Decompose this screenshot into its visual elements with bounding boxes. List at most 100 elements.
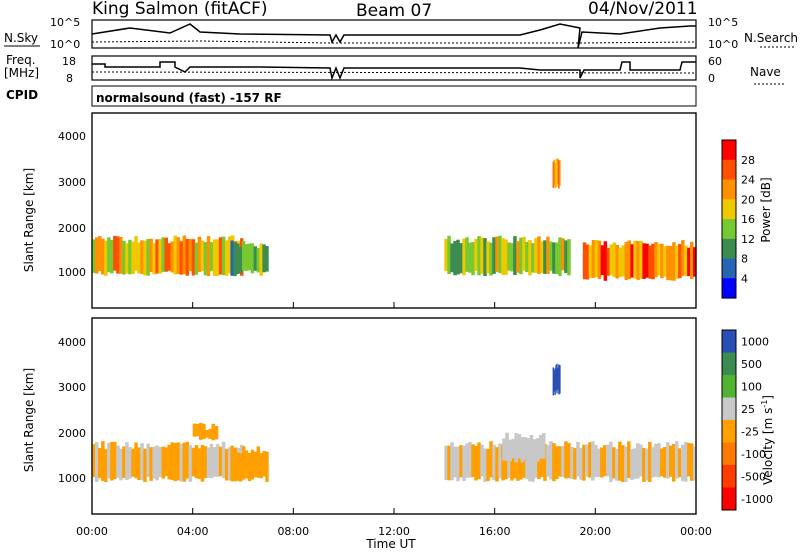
heatmap-cell — [684, 245, 688, 277]
heatmap-cell — [128, 239, 132, 275]
colorbar-tick: 8 — [741, 253, 748, 266]
nsky-label: N.Sky — [4, 31, 38, 45]
heatmap-cell — [513, 236, 517, 275]
heatmap-cell — [669, 445, 673, 477]
heatmap-cell — [648, 245, 652, 279]
heatmap-cell — [262, 244, 266, 273]
heatmap-cell — [693, 247, 697, 277]
heatmap-cell — [538, 434, 543, 459]
heatmap-cell — [453, 240, 457, 276]
heatmap-cell — [206, 236, 211, 277]
power-colorbar-label: Power [dB] — [759, 177, 773, 242]
heatmap-cell — [459, 445, 463, 478]
heatmap-cell — [227, 447, 232, 481]
heatmap-cell — [224, 448, 229, 481]
heatmap-cell — [681, 444, 685, 482]
heatmap-cell — [214, 426, 219, 440]
heatmap-cell — [609, 244, 614, 276]
velocity-colorbar-label: Velocity [m s-1] — [760, 395, 775, 485]
heatmap-cell — [215, 239, 220, 276]
nave-line — [91, 71, 697, 74]
freq-right-tick-bottom: 0 — [708, 72, 715, 85]
heatmap-cell — [558, 237, 562, 276]
colorbar-swatch — [722, 397, 736, 421]
heatmap-cell — [654, 242, 658, 278]
heatmap-cell — [507, 445, 511, 478]
heatmap-cell — [558, 446, 562, 477]
heatmap-cell — [489, 441, 493, 478]
colorbar-tick: 16 — [741, 213, 755, 226]
heatmap-cell — [594, 444, 598, 478]
heatmap-cell — [621, 245, 625, 277]
heatmap-cell — [447, 445, 451, 481]
heatmap-cell — [256, 247, 260, 273]
heatmap-cell — [531, 446, 535, 482]
heatmap-cell — [465, 443, 469, 478]
heatmap-cell — [194, 242, 199, 275]
heatmap-cell — [495, 236, 499, 272]
beam-title: Beam 07 — [356, 1, 432, 21]
heatmap-cell — [552, 161, 554, 188]
heatmap-cell — [164, 237, 168, 272]
heatmap-cell — [98, 236, 102, 271]
heatmap-cell — [158, 447, 162, 478]
heatmap-cell — [230, 240, 234, 276]
heatmap-cell — [559, 365, 561, 394]
heatmap-cell — [615, 245, 619, 279]
heatmap-cell — [140, 240, 144, 274]
freq-label-line2: [MHz] — [4, 66, 39, 80]
heatmap-cell — [663, 447, 667, 478]
heatmap-cell — [444, 239, 448, 271]
nsearch-label: N.Search — [744, 31, 798, 45]
heatmap-cell — [256, 446, 260, 478]
heatmap-cell — [468, 242, 472, 273]
heatmap-cell — [636, 241, 640, 280]
heatmap-cell — [525, 449, 529, 480]
heatmap-cell — [672, 444, 676, 482]
heatmap-cell — [185, 239, 190, 276]
colorbar-swatch — [722, 375, 736, 398]
colorbar-tick: 12 — [741, 233, 755, 246]
heatmap-cell — [534, 238, 538, 273]
power-data-layer — [92, 158, 697, 281]
heatmap-cell — [182, 235, 187, 275]
heatmap-cell — [540, 441, 544, 477]
heatmap-cell — [107, 442, 111, 479]
heatmap-cell — [639, 444, 643, 477]
heatmap-cell — [104, 449, 108, 482]
heatmap-cell — [221, 441, 226, 479]
heatmap-cell — [514, 433, 518, 463]
heatmap-cell — [122, 240, 126, 275]
noise-line-sky — [91, 23, 696, 49]
heatmap-cell — [215, 444, 220, 477]
heatmap-cell — [146, 443, 150, 478]
heatmap-cell — [209, 443, 214, 479]
heatmap-cell — [459, 243, 463, 274]
heatmap-cell — [498, 235, 502, 274]
time-tick-label: 08:00 — [277, 525, 309, 538]
heatmap-cell — [236, 452, 240, 481]
heatmap-cell — [554, 368, 556, 396]
heatmap-cell — [639, 240, 643, 279]
heatmap-cell — [675, 245, 679, 279]
heatmap-cell — [555, 365, 557, 391]
heatmap-cell — [104, 240, 108, 276]
cpid-label: CPID — [6, 88, 38, 102]
heatmap-cell — [113, 441, 117, 480]
heatmap-cell — [549, 241, 553, 271]
heatmap-cell — [95, 442, 99, 482]
heatmap-cell — [553, 370, 555, 392]
heatmap-cell — [149, 238, 153, 273]
heatmap-cell — [195, 423, 200, 437]
heatmap-cell — [552, 443, 556, 482]
heatmap-cell — [158, 239, 162, 274]
heatmap-cell — [588, 442, 592, 478]
heatmap-cell — [624, 241, 628, 280]
heatmap-cell — [107, 237, 111, 273]
heatmap-cell — [227, 236, 232, 274]
time-axis: Time UT 00:00 04:00 08:00 12:00 16:00 20:00 00… — [76, 302, 712, 551]
heatmap-cell — [489, 242, 493, 276]
colorbar-tick: 20 — [741, 193, 755, 206]
colorbar-tick: 24 — [741, 174, 755, 187]
heatmap-cell — [669, 246, 673, 281]
